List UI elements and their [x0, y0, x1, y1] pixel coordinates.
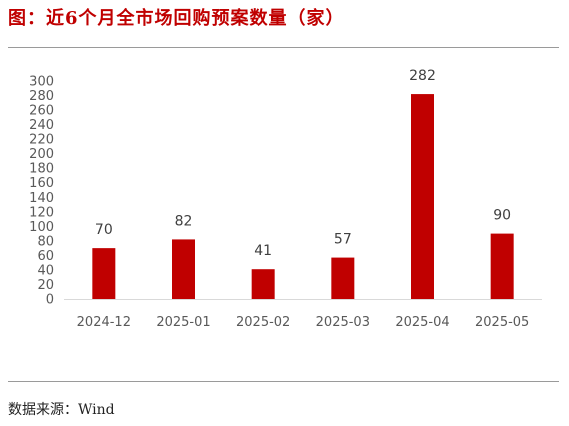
y-tick-label: 40 — [37, 263, 54, 278]
data-label: 57 — [334, 232, 352, 248]
x-tick-label: 2025-01 — [156, 315, 210, 330]
y-tick-label: 160 — [29, 176, 54, 191]
x-tick-label: 2025-03 — [316, 315, 370, 330]
y-tick-label: 200 — [29, 147, 54, 162]
data-labels: 70 82 41 57 282 90 — [95, 68, 511, 259]
bar-series — [92, 94, 514, 299]
bar-2025-02 — [251, 269, 275, 299]
x-tick-label: 2025-05 — [475, 315, 529, 330]
data-label: 282 — [409, 68, 436, 84]
y-tick-label: 20 — [37, 278, 54, 293]
x-axis: 2024-12 2025-01 2025-02 2025-03 2025-04 2025-… — [77, 315, 530, 330]
bar-2025-05 — [490, 233, 514, 299]
chart-title: 图：近6个月全市场回购预案数量（家） — [8, 8, 345, 29]
y-axis: 0204060801001201401601802002202402602803… — [29, 75, 54, 308]
x-tick-label: 2025-04 — [395, 315, 449, 330]
bar-2025-01 — [172, 239, 195, 299]
source-note: 数据来源：Wind — [8, 402, 115, 418]
top-divider — [8, 47, 559, 48]
y-tick-label: 100 — [29, 220, 54, 235]
x-tick-label: 2024-12 — [77, 315, 131, 330]
y-tick-label: 180 — [29, 162, 54, 177]
data-label: 90 — [493, 208, 511, 224]
data-label: 70 — [95, 222, 113, 238]
bar-2024-12 — [92, 248, 116, 299]
y-tick-label: 60 — [37, 249, 54, 264]
bar-2025-04 — [411, 94, 434, 299]
y-tick-label: 220 — [29, 133, 54, 148]
y-tick-label: 280 — [29, 89, 54, 104]
y-tick-label: 0 — [46, 293, 54, 308]
y-tick-label: 80 — [37, 234, 54, 249]
y-tick-label: 300 — [29, 75, 54, 90]
bar-chart: 0204060801001201401601802002202402602803… — [29, 68, 542, 330]
data-label: 82 — [175, 213, 193, 229]
bar-2025-03 — [331, 257, 355, 299]
y-tick-label: 260 — [29, 104, 54, 119]
x-tick-label: 2025-02 — [236, 315, 290, 330]
data-label: 41 — [254, 243, 272, 259]
y-tick-label: 120 — [29, 205, 54, 220]
y-tick-label: 140 — [29, 191, 54, 206]
bottom-divider — [8, 381, 559, 382]
y-tick-label: 240 — [29, 118, 54, 133]
